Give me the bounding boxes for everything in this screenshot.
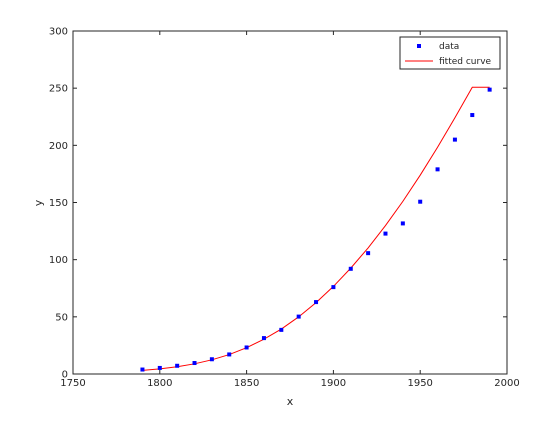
data-point: [314, 300, 319, 305]
x-tick-label: 2000: [494, 378, 519, 389]
data-point: [383, 231, 388, 236]
data-point: [487, 87, 492, 92]
data-point: [435, 167, 440, 172]
plot-frame: [72, 30, 508, 375]
data-point: [244, 345, 249, 350]
data-point: [470, 113, 475, 118]
data-point: [175, 363, 180, 368]
x-tick-label: 1750: [60, 378, 85, 389]
x-axis-ticks: 1750 1800 1850 1900 1950 2000: [60, 31, 520, 389]
data-point: [279, 327, 284, 332]
x-tick-label: 1950: [407, 378, 432, 389]
y-axis-label: y: [32, 199, 45, 206]
y-axis-ticks: 0 50 100 150 200 250 300: [49, 27, 507, 381]
legend-marker-data: [417, 44, 421, 48]
y-tick-label: 200: [49, 141, 68, 152]
y-tick-label: 100: [49, 255, 68, 266]
y-tick-label: 0: [62, 370, 68, 381]
series-layer: [140, 86, 492, 372]
data-point: [192, 361, 197, 366]
x-tick-label: 1800: [147, 378, 172, 389]
data-point: [209, 357, 214, 362]
legend: data fitted curve: [399, 36, 501, 70]
data-point: [331, 285, 336, 290]
data-point: [261, 336, 266, 341]
y-tick-label: 50: [55, 312, 68, 323]
legend-label-data: data: [439, 42, 459, 52]
legend-box: [399, 36, 501, 70]
y-tick-label: 300: [49, 27, 68, 38]
x-tick-label: 1900: [321, 378, 346, 389]
data-point: [348, 266, 353, 271]
data-point: [452, 137, 457, 142]
y-tick-label: 250: [49, 84, 68, 95]
x-tick-label: 1850: [234, 378, 259, 389]
legend-label-fitted-curve: fitted curve: [439, 57, 492, 67]
data-point: [227, 352, 232, 357]
data-point: [157, 365, 162, 370]
data-point: [140, 367, 145, 372]
data-point: [400, 221, 405, 226]
y-tick-label: 150: [49, 198, 68, 209]
data-point: [366, 251, 371, 256]
plot-area: [72, 30, 508, 375]
data-point: [296, 314, 301, 319]
data-point: [418, 199, 423, 204]
x-axis-label: x: [287, 395, 294, 408]
